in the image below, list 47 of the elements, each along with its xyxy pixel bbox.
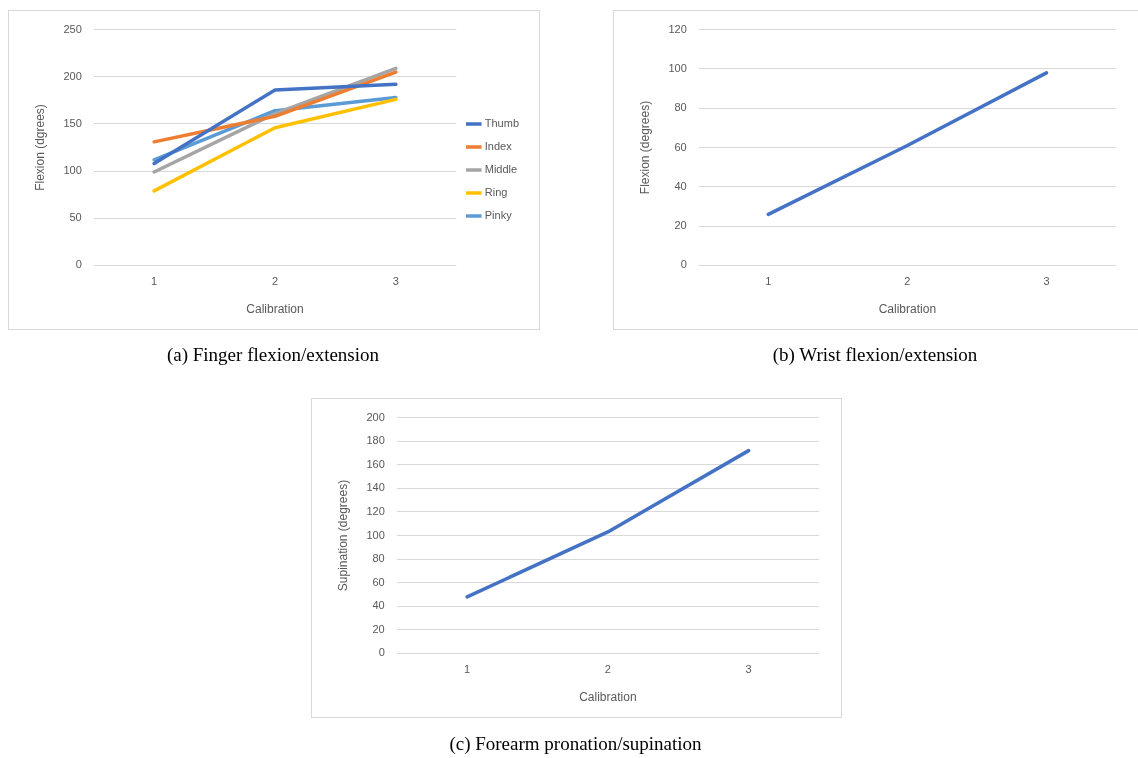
y-tick-label: 180	[366, 434, 385, 447]
legend-label: Middle	[484, 163, 518, 176]
x-tick-label: 3	[745, 663, 752, 676]
legend-label: Index	[484, 140, 513, 153]
x-tick-label: 2	[271, 275, 279, 288]
y-axis-title: Flexion (degrees)	[637, 100, 652, 195]
x-tick-label: 1	[151, 275, 158, 288]
legend-label: Ring	[484, 186, 508, 199]
y-tick-label: 100	[668, 61, 687, 74]
x-tick-label: 1	[464, 663, 471, 676]
x-tick-label: 3	[392, 275, 399, 288]
text: (b) Wrist flexion/extension	[771, 344, 979, 366]
y-tick-label: 0	[75, 258, 82, 271]
y-tick-label: 60	[674, 140, 687, 153]
x-tick-label: 3	[1043, 275, 1050, 288]
x-tick-label: 1	[765, 275, 772, 288]
y-tick-label: 150	[63, 116, 82, 129]
x-axis-title: Calibration	[878, 302, 937, 317]
legend-label: Thumb	[484, 117, 520, 130]
y-tick-label: 60	[372, 575, 385, 588]
text: (c) Forearm pronation/supination	[448, 733, 703, 755]
y-tick-label: 40	[372, 599, 385, 612]
y-tick-label: 250	[63, 22, 82, 35]
y-axis-title: Flexion (dgrees)	[32, 104, 47, 191]
y-tick-label: 100	[63, 164, 82, 177]
legend-label: Pinky	[484, 209, 513, 222]
y-tick-label: 40	[674, 179, 687, 192]
y-tick-label: 160	[366, 457, 385, 470]
y-tick-label: 20	[372, 622, 385, 635]
x-tick-label: 2	[904, 275, 911, 288]
y-tick-label: 120	[668, 22, 687, 35]
text: (a) Finger flexion/extension	[165, 344, 381, 366]
y-tick-label: 100	[366, 528, 385, 541]
y-axis-title: Supination (degrees)	[335, 479, 350, 592]
y-tick-label: 140	[366, 481, 385, 494]
y-tick-label: 0	[680, 258, 687, 271]
y-tick-label: 200	[63, 69, 82, 82]
y-tick-label: 80	[674, 101, 687, 114]
y-tick-label: 20	[674, 219, 687, 232]
x-tick-label: 2	[604, 663, 611, 676]
y-tick-label: 0	[378, 646, 385, 659]
y-tick-label: 50	[69, 211, 82, 224]
y-tick-label: 200	[366, 410, 385, 423]
y-tick-label: 120	[366, 504, 385, 517]
x-axis-title: Calibration	[579, 690, 637, 705]
y-tick-label: 80	[372, 552, 385, 565]
x-axis-title: Calibration	[246, 302, 304, 317]
